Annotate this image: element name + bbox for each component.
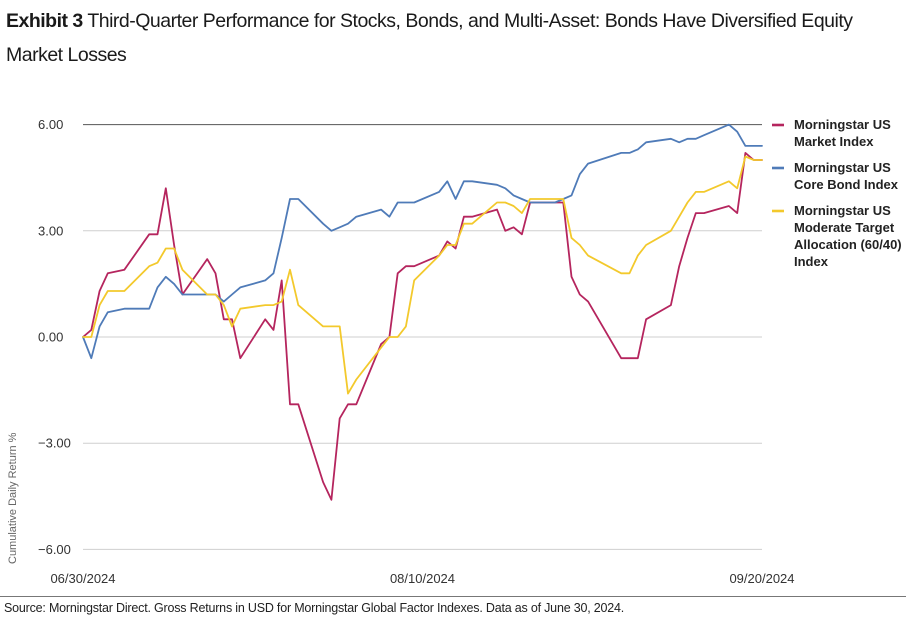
legend-label-3: Index: [794, 254, 829, 269]
legend-label-3: Allocation (60/40): [794, 237, 902, 252]
legend-label-2: Morningstar US: [794, 160, 891, 175]
legend-label-3: Moderate Target: [794, 220, 895, 235]
exhibit-title: Third-Quarter Performance for Stocks, Bo…: [6, 10, 853, 66]
y-tick-label: 0.00: [38, 330, 63, 345]
exhibit-label: Exhibit 3: [6, 10, 83, 32]
y-axis-label: Cumulative Daily Return %: [7, 432, 19, 564]
x-tick-label: 09/20/2024: [729, 571, 794, 586]
series-line-2: [82, 123, 763, 360]
x-tick-label: 06/30/2024: [50, 571, 115, 586]
series-line-1: [82, 151, 763, 501]
y-tick-label: −6.00: [38, 542, 71, 557]
y-tick-label: 6.00: [38, 117, 63, 132]
chart-title: Exhibit 3 Third-Quarter Performance for …: [6, 4, 902, 72]
source-note: Source: Morningstar Direct. Gross Return…: [4, 601, 625, 615]
y-tick-label: −3.00: [38, 436, 71, 451]
y-tick-label: 3.00: [38, 223, 63, 238]
legend-label-3: Morningstar US: [794, 203, 891, 218]
legend-label-2: Core Bond Index: [794, 177, 899, 192]
legend-label-1: Market Index: [794, 134, 874, 149]
x-tick-label: 08/10/2024: [390, 571, 455, 586]
legend-label-1: Morningstar US: [794, 117, 891, 132]
series-line-3: [82, 155, 763, 395]
source-divider: [0, 596, 906, 597]
